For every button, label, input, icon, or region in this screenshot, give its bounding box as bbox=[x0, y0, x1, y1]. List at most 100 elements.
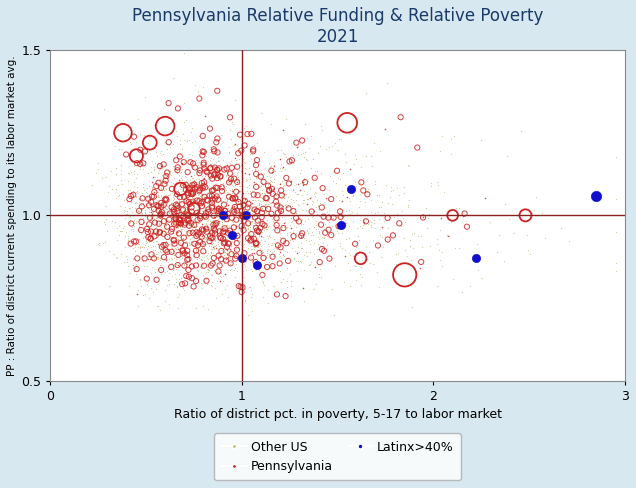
Point bbox=[492, 248, 502, 256]
Point bbox=[148, 205, 158, 213]
Point bbox=[392, 248, 403, 256]
Point bbox=[155, 306, 165, 314]
Point bbox=[143, 204, 153, 212]
Point bbox=[130, 244, 140, 251]
Point bbox=[158, 266, 169, 274]
Point bbox=[174, 204, 184, 212]
Point bbox=[272, 187, 282, 195]
Point bbox=[248, 214, 258, 222]
Point bbox=[198, 231, 208, 239]
Point bbox=[172, 283, 182, 291]
Point bbox=[140, 224, 150, 232]
Point bbox=[156, 199, 166, 207]
Point bbox=[296, 239, 307, 246]
Point bbox=[183, 261, 193, 268]
Point bbox=[146, 202, 156, 209]
Point bbox=[217, 290, 227, 298]
Point bbox=[155, 162, 165, 170]
Point bbox=[160, 139, 170, 146]
Point bbox=[269, 235, 279, 243]
Point bbox=[500, 201, 510, 208]
Point bbox=[189, 225, 199, 233]
Point bbox=[193, 203, 204, 210]
Point bbox=[335, 242, 345, 249]
Point bbox=[216, 214, 226, 222]
Point bbox=[116, 162, 126, 169]
Point bbox=[270, 194, 280, 202]
Point bbox=[163, 226, 174, 234]
Point bbox=[116, 145, 126, 153]
Point bbox=[170, 206, 181, 214]
Point bbox=[282, 277, 292, 285]
Point bbox=[247, 290, 258, 298]
Point bbox=[164, 183, 174, 190]
Point bbox=[160, 212, 170, 220]
Point bbox=[315, 142, 326, 150]
Point bbox=[169, 236, 179, 244]
Point bbox=[168, 229, 178, 237]
Point bbox=[218, 248, 228, 256]
Point bbox=[272, 221, 282, 229]
Point bbox=[356, 263, 366, 271]
Point bbox=[157, 239, 167, 247]
Point bbox=[156, 192, 166, 200]
Point bbox=[247, 166, 258, 174]
Point bbox=[204, 198, 214, 206]
Point bbox=[190, 184, 200, 192]
Point bbox=[259, 194, 270, 202]
Point bbox=[169, 213, 179, 221]
Point bbox=[275, 244, 286, 251]
Point bbox=[142, 225, 152, 233]
Point bbox=[116, 170, 127, 178]
Point bbox=[214, 205, 224, 213]
Point bbox=[130, 198, 141, 206]
Point bbox=[256, 242, 266, 249]
Point bbox=[141, 276, 151, 284]
Point bbox=[172, 222, 183, 230]
Point bbox=[294, 202, 304, 209]
Point bbox=[177, 165, 187, 173]
Point bbox=[298, 285, 308, 292]
Point bbox=[163, 217, 174, 225]
Point bbox=[235, 204, 245, 212]
Point bbox=[266, 167, 277, 175]
Point bbox=[323, 196, 333, 203]
Point bbox=[151, 231, 161, 239]
Point bbox=[158, 173, 168, 181]
Point bbox=[283, 257, 293, 265]
Point bbox=[251, 207, 261, 215]
Point bbox=[277, 163, 287, 171]
Point bbox=[137, 162, 148, 169]
Point bbox=[281, 239, 291, 247]
Point bbox=[232, 222, 242, 230]
Point bbox=[213, 192, 223, 200]
Point bbox=[250, 259, 260, 267]
Point bbox=[193, 244, 203, 252]
Point bbox=[520, 211, 530, 219]
Point bbox=[188, 215, 198, 223]
Point bbox=[221, 172, 232, 180]
Point bbox=[293, 151, 303, 159]
Point bbox=[368, 236, 378, 244]
Point bbox=[111, 170, 121, 178]
Point bbox=[176, 239, 186, 247]
Point bbox=[361, 152, 371, 160]
Point bbox=[162, 232, 172, 240]
Point bbox=[200, 172, 210, 180]
Point bbox=[200, 234, 210, 242]
Point bbox=[169, 201, 179, 208]
Point bbox=[220, 239, 230, 246]
Point bbox=[181, 158, 191, 166]
Point bbox=[197, 237, 207, 244]
Point bbox=[93, 239, 104, 246]
Point bbox=[289, 255, 300, 263]
Point bbox=[223, 226, 233, 234]
Point bbox=[304, 211, 314, 219]
Point bbox=[159, 168, 169, 176]
Point bbox=[183, 266, 193, 274]
Point bbox=[222, 243, 232, 251]
Point bbox=[247, 245, 257, 253]
Point bbox=[285, 211, 295, 219]
Point bbox=[264, 186, 274, 194]
Point bbox=[236, 147, 246, 155]
